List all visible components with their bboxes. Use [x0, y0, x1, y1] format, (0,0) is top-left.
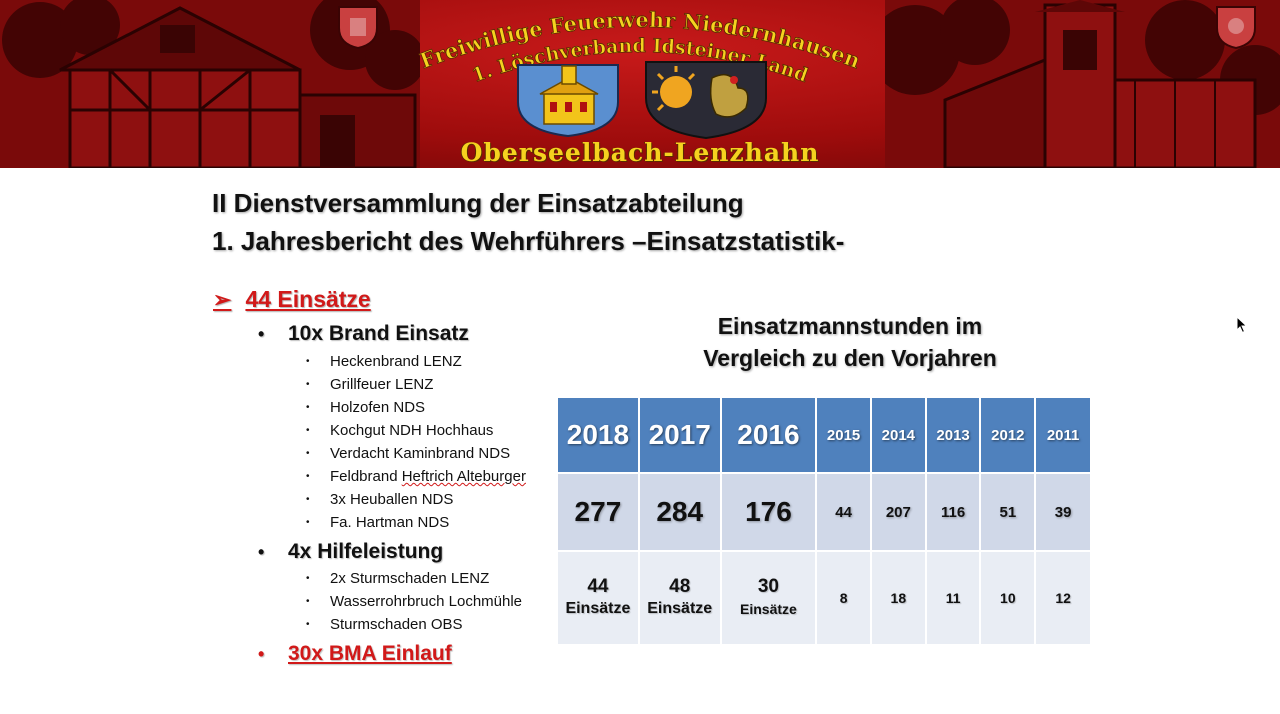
count-cell: 48 Einsätze [637, 550, 722, 646]
list-item: • 2x Sturmschaden LENZ [306, 570, 489, 587]
small-crest-left [338, 6, 378, 50]
fire-operations-label: 10x Brand Einsatz [288, 322, 469, 345]
list-item-text: Sturmschaden OBS [330, 616, 463, 633]
year-cell: 2017 [637, 396, 722, 474]
total-operations-label: 44 Einsätze [245, 286, 371, 312]
help-operations-label: 4x Hilfeleistung [288, 540, 444, 563]
list-item-text: 3x Heuballen NDS [330, 491, 454, 508]
list-item-text: Grillfeuer LENZ [330, 376, 434, 393]
list-item-text: Kochgut NDH Hochhaus [330, 422, 494, 439]
year-cell: 2015 [815, 396, 872, 474]
bullet-icon: • [258, 643, 265, 664]
year-cell: 2016 [719, 396, 818, 474]
bullet-icon: • [306, 379, 310, 390]
table-row-hours: 277 284 176 44 207 116 51 39 [556, 472, 1092, 552]
list-item: • Grillfeuer LENZ [306, 376, 433, 393]
hours-cell: 207 [869, 472, 927, 552]
small-crest-right [1216, 6, 1256, 50]
page-title-line1: II Dienstversammlung der Einsatzabteilun… [212, 188, 744, 218]
fire-operations: • 10x Brand Einsatz [258, 322, 469, 346]
count-cell: 30 Einsätze [719, 550, 818, 646]
bma-operations: • 30x BMA Einlauf [258, 642, 452, 666]
list-item: • Kochgut NDH Hochhaus [306, 422, 493, 439]
hours-cell: 44 [815, 472, 872, 552]
list-item-text: 2x Sturmschaden LENZ [330, 570, 490, 587]
table-title-line1: Einsatzmannstunden im [717, 313, 983, 339]
bullet-icon: • [258, 541, 265, 562]
mouse-pointer-icon [1236, 316, 1248, 334]
count-number: 30 [757, 576, 779, 597]
church-crest [517, 64, 619, 138]
list-item: • Verdacht Kaminbrand NDS [306, 445, 510, 462]
bullet-icon: • [306, 471, 310, 482]
bullet-icon: • [306, 619, 310, 630]
hours-cell: 39 [1034, 472, 1092, 552]
count-number: 48 [669, 576, 691, 597]
banner-title-arc: Freiwillige Feuerwehr Niedernhausen 1. L… [416, 7, 864, 88]
hours-cell: 277 [556, 472, 640, 552]
year-cell: 2014 [869, 396, 927, 474]
banner-subtitle: Oberseelbach-Lenzhahn [460, 138, 820, 167]
count-unit: Einsätze [647, 600, 713, 617]
bullet-icon: • [306, 573, 310, 584]
list-item: • Feldbrand Heftrich Alteburger [306, 468, 526, 485]
table-row-years: 2018 2017 2016 2015 2014 2013 2012 2011 [556, 396, 1092, 474]
list-item: • Sturmschaden OBS [306, 616, 463, 633]
list-item-text: Verdacht Kaminbrand NDS [330, 445, 511, 462]
list-item-text-spellcheck: Heftrich Alteburger [401, 468, 526, 485]
year-cell: 2011 [1034, 396, 1092, 474]
list-item: • Heckenbrand LENZ [306, 353, 462, 370]
list-item-text: Feldbrand [330, 468, 398, 485]
page-title-line2: 1. Jahresbericht des Wehrführers –Einsat… [212, 226, 845, 256]
bullet-icon: • [306, 494, 310, 505]
list-item: • 3x Heuballen NDS [306, 491, 453, 508]
table-title-line2: Vergleich zu den Vorjahren [703, 345, 997, 371]
header-banner: Freiwillige Feuerwehr Niedernhausen 1. L… [0, 0, 1280, 168]
list-item-text: Wasserrohrbruch Lochmühle [330, 593, 523, 610]
count-cell: 44 Einsätze [556, 550, 640, 646]
hours-cell: 116 [924, 472, 982, 552]
comparison-table: 2018 2017 2016 2015 2014 2013 2012 2011 … [556, 396, 1092, 646]
count-unit: Einsätze [740, 601, 797, 617]
list-item-text: Holzofen NDS [330, 399, 426, 416]
count-cell: 11 [924, 550, 982, 646]
help-operations: • 4x Hilfeleistung [258, 540, 443, 564]
list-item: • Holzofen NDS [306, 399, 425, 416]
table-title: Einsatzmannstunden im Vergleich zu den V… [650, 310, 1050, 374]
count-unit: Einsätze [565, 600, 631, 617]
bullet-icon: • [306, 425, 310, 436]
total-operations: ➢ 44 Einsätze [213, 286, 371, 313]
bma-operations-label: 30x BMA Einlauf [288, 642, 452, 665]
list-item: • Wasserrohrbruch Lochmühle [306, 593, 522, 610]
table-row-counts: 44 Einsätze 48 Einsätze 30 Einsätze 8 18… [556, 550, 1092, 646]
count-cell: 12 [1034, 550, 1092, 646]
year-cell: 2018 [556, 396, 640, 474]
hours-cell: 51 [979, 472, 1037, 552]
bullet-icon: • [306, 448, 310, 459]
count-cell: 8 [815, 550, 872, 646]
list-item-text: Fa. Hartman NDS [330, 514, 450, 531]
hours-cell: 284 [637, 472, 722, 552]
bullet-icon: • [306, 356, 310, 367]
bullet-icon: • [306, 402, 310, 413]
arrow-bullet-icon: ➢ [213, 286, 232, 312]
fire-station-photo-right [885, 0, 1280, 168]
hours-cell: 176 [719, 472, 818, 552]
count-cell: 10 [979, 550, 1037, 646]
list-item-text: Heckenbrand LENZ [330, 353, 462, 370]
year-cell: 2012 [979, 396, 1037, 474]
bullet-icon: • [306, 596, 310, 607]
list-item: • Fa. Hartman NDS [306, 514, 449, 531]
sun-rooster-crest [645, 61, 767, 140]
count-number: 44 [587, 576, 609, 597]
bullet-icon: • [258, 323, 265, 344]
bullet-icon: • [306, 517, 310, 528]
count-cell: 18 [869, 550, 927, 646]
year-cell: 2013 [924, 396, 982, 474]
